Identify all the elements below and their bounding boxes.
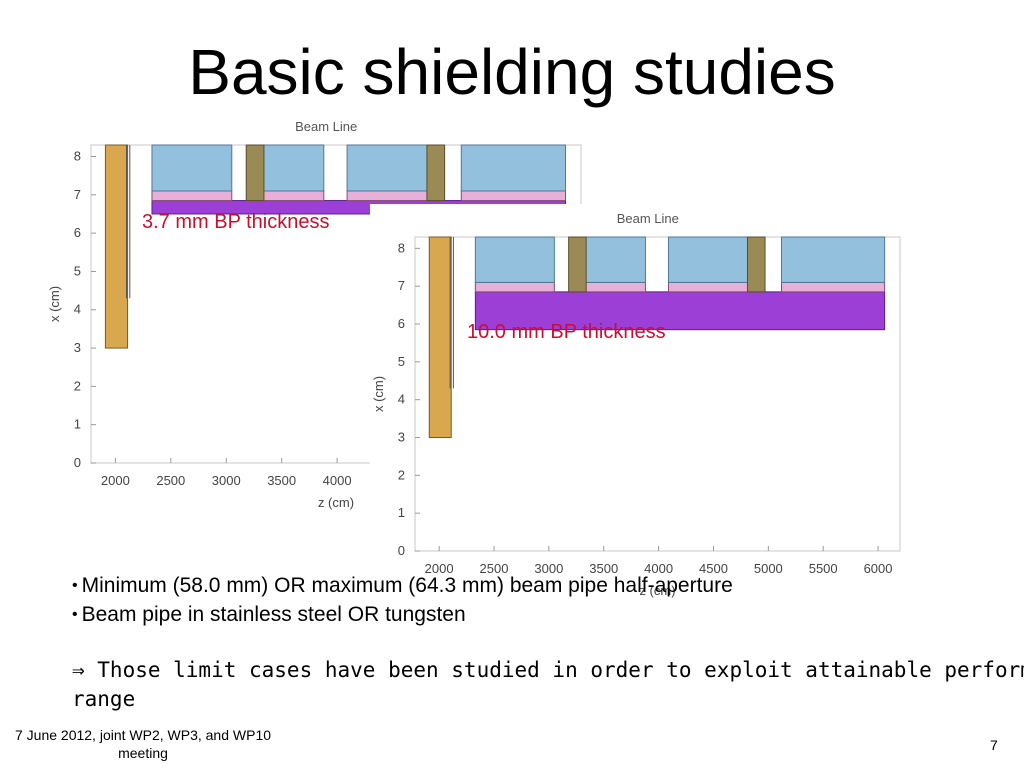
footer-text: 7 June 2012, joint WP2, WP3, and WP10 me… [14,727,272,761]
y-tick-label: 8 [398,240,405,255]
x-tick-label: 3500 [589,561,618,576]
magnet-block [780,236,886,283]
beam-line-plot-thick: Beam Line 2000 2500 3000 3500 4000 4500 5000 550… [370,204,910,604]
x-tick-label: 3500 [267,473,296,488]
magnet-block [474,236,555,283]
x-tick-label: 4500 [699,561,728,576]
y-tick-label: 1 [74,417,81,432]
thin-bp-annotation: 3.7 mm BP thickness [142,211,330,233]
absorber-block [426,144,446,202]
y-tick-label: 3 [398,430,405,445]
magnet-block [253,144,325,192]
y-tick-label: 8 [74,148,81,163]
x-tick-label: 3000 [534,561,563,576]
thick-bp-annotation: 10.0 mm BP thickness [467,321,666,343]
x-tick-label: 2500 [480,561,509,576]
y-tick-label: 0 [398,543,405,558]
x-tick-label: 4000 [323,473,352,488]
magnet-block [667,236,761,283]
y-tick-label: 7 [74,187,81,202]
x-tick-label: 3000 [212,473,241,488]
y-tick-label: 4 [74,302,81,317]
magnet-liner [151,190,233,202]
bullet-icon: • [72,577,78,594]
magnet-block [151,144,233,192]
beam-pipe [474,291,886,331]
page-number: 7 [990,737,998,753]
y-tick-label: 5 [74,263,81,278]
x-tick-label: 5000 [754,561,783,576]
y-tick-label: 3 [74,340,81,355]
conclusion-text: ⇒ Those limit cases have been studied in… [72,656,1024,714]
y-tick-label: 2 [74,378,81,393]
bullet-item: • Minimum (58.0 mm) OR maximum (64.3 mm) … [72,574,733,597]
y-tick-label: 0 [74,455,81,470]
magnet-liner [780,281,886,293]
bullet-icon: • [72,606,78,623]
collimator-block [428,236,452,439]
bullet-item: • Beam pipe in stainless steel OR tungste… [72,603,466,626]
x-tick-label: 6000 [864,561,893,576]
collimator-block [104,144,129,349]
x-axis-label: z (cm) [639,583,675,598]
plot-title: Beam Line [295,119,357,134]
y-tick-label: 2 [398,467,405,482]
absorber-block [568,236,587,293]
bullet-list: • Minimum (58.0 mm) OR maximum (64.3 mm) … [72,571,733,629]
y-tick-label: 6 [398,316,405,331]
magnet-liner [667,281,761,293]
conclusion-line: range [72,687,136,711]
x-tick-label: 4000 [644,561,673,576]
absorber-block [245,144,265,202]
magnet-liner [474,281,555,293]
y-tick-label: 4 [398,392,405,407]
x-tick-label: 2500 [156,473,185,488]
y-tick-label: 1 [398,505,405,520]
beam-line-plot-thick-svg: Beam Line 2000 2500 3000 3500 4000 4500 5000 550… [371,211,901,598]
y-tick-label: 5 [398,354,405,369]
conclusion-line: ⇒ Those limit cases have been studied in… [72,658,1024,682]
magnet-block [346,144,440,192]
y-axis-label: x (cm) [371,376,386,412]
magnet-liner [346,190,440,202]
x-tick-label: 2000 [425,561,454,576]
x-axis-label: z (cm) [318,495,354,510]
magnet-block [460,144,566,192]
plot-title: Beam Line [617,211,679,226]
x-tick-label: 2000 [101,473,130,488]
y-axis-label: x (cm) [48,286,62,322]
slide-title: Basic shielding studies [188,36,836,108]
magnet-liner [460,190,566,202]
x-tick-label: 5500 [809,561,838,576]
absorber-block [746,236,766,293]
y-tick-label: 6 [74,225,81,240]
beam-line-plot-thin-svg: Beam Line2000250030003500400045005000550… [48,119,582,510]
y-tick-label: 7 [398,278,405,293]
